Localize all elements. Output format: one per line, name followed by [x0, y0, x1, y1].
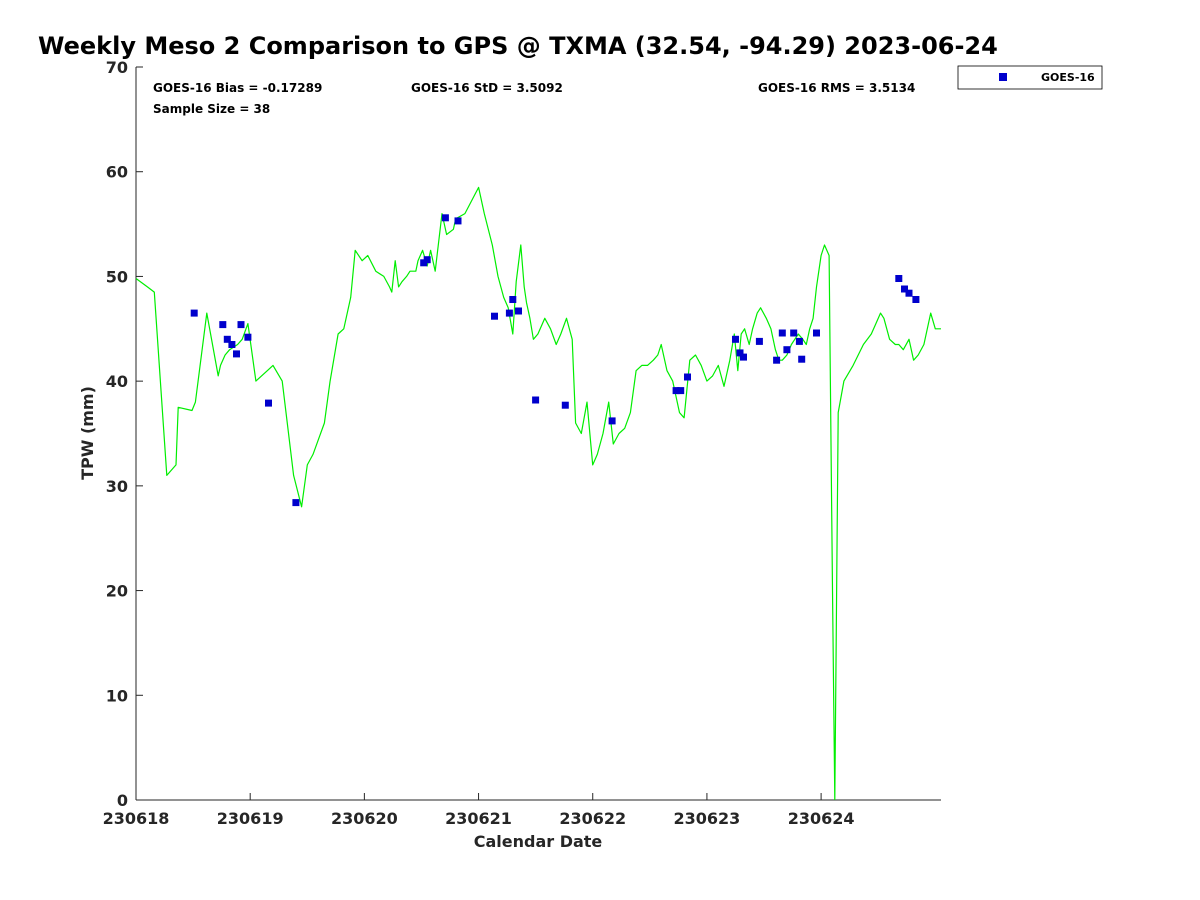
- goes16-point: [672, 387, 680, 395]
- goes16-point: [233, 350, 240, 358]
- goes16-point: [773, 356, 781, 364]
- y-tick-label: 50: [106, 267, 128, 286]
- goes16-point: [244, 333, 252, 341]
- goes16-point: [790, 329, 798, 337]
- goes16-point: [736, 349, 744, 357]
- y-tick-label: 0: [117, 791, 128, 810]
- goes16-point: [895, 275, 903, 282]
- goes16-point: [901, 285, 908, 293]
- x-tick-label: 230620: [331, 809, 398, 828]
- goes16-point: [292, 499, 300, 507]
- x-tick-label: 230622: [559, 809, 626, 828]
- goes16-point: [912, 296, 920, 303]
- y-tick-label: 60: [106, 163, 128, 182]
- goes16-point: [677, 387, 685, 395]
- goes16-point: [732, 335, 739, 343]
- sample-size-stat: Sample Size = 38: [153, 102, 270, 116]
- bias-stat: GOES-16 Bias = -0.17289: [153, 81, 322, 95]
- goes16-point: [454, 217, 462, 225]
- y-tick-label: 10: [106, 686, 128, 705]
- goes16-point: [223, 335, 231, 343]
- goes16-point: [795, 337, 803, 345]
- y-tick-label: 40: [106, 372, 128, 391]
- goes16-point: [228, 341, 236, 348]
- legend-label: GOES-16: [1041, 71, 1095, 84]
- gps-tpw-line: [136, 186, 941, 800]
- rms-stat: GOES-16 RMS = 3.5134: [758, 81, 915, 95]
- chart-title: Weekly Meso 2 Comparison to GPS @ TXMA (…: [38, 32, 998, 60]
- legend-box: [957, 65, 1103, 90]
- goes16-point: [532, 396, 540, 404]
- x-tick-label: 230619: [217, 809, 284, 828]
- goes16-point: [798, 355, 806, 363]
- goes16-point: [783, 346, 791, 354]
- goes16-point: [265, 399, 272, 407]
- goes16-point: [491, 312, 498, 320]
- legend-marker: [999, 73, 1007, 81]
- x-tick-label: 230623: [674, 809, 741, 828]
- legend: GOES-16: [957, 65, 1103, 90]
- goes16-point: [237, 321, 245, 329]
- x-tick-label: 230624: [788, 809, 855, 828]
- goes16-point: [505, 309, 513, 317]
- goes16-point: [905, 289, 913, 297]
- goes16-point: [509, 296, 517, 303]
- x-tick-label: 230618: [103, 809, 170, 828]
- y-tick-label: 30: [106, 477, 128, 496]
- goes16-point: [608, 417, 616, 425]
- goes16-point: [190, 309, 198, 317]
- goes16-point: [755, 337, 763, 345]
- x-tick-label: 230621: [445, 809, 512, 828]
- goes16-point: [561, 401, 569, 409]
- goes16-point: [778, 329, 786, 337]
- x-axis-label: Calendar Date: [474, 832, 603, 851]
- series-group: [136, 186, 941, 800]
- plot-area: 0 10 20 30 40 50 60 70 230618 230619 230620 230621 2…: [103, 58, 941, 828]
- goes16-point: [423, 256, 431, 264]
- y-tick-label: 20: [106, 582, 128, 601]
- std-stat: GOES-16 StD = 3.5092: [411, 81, 563, 95]
- goes16-point: [515, 307, 522, 315]
- goes16-point: [684, 373, 691, 381]
- goes16-point: [813, 329, 820, 337]
- stats-box: GOES-16 Bias = -0.17289 GOES-16 StD = 3.…: [153, 81, 915, 116]
- goes16-point: [740, 353, 747, 361]
- goes16-point: [219, 321, 227, 329]
- goes16-point: [441, 214, 449, 222]
- y-tick-label: 70: [106, 58, 128, 77]
- y-axis-label: TPW (mm): [78, 386, 97, 480]
